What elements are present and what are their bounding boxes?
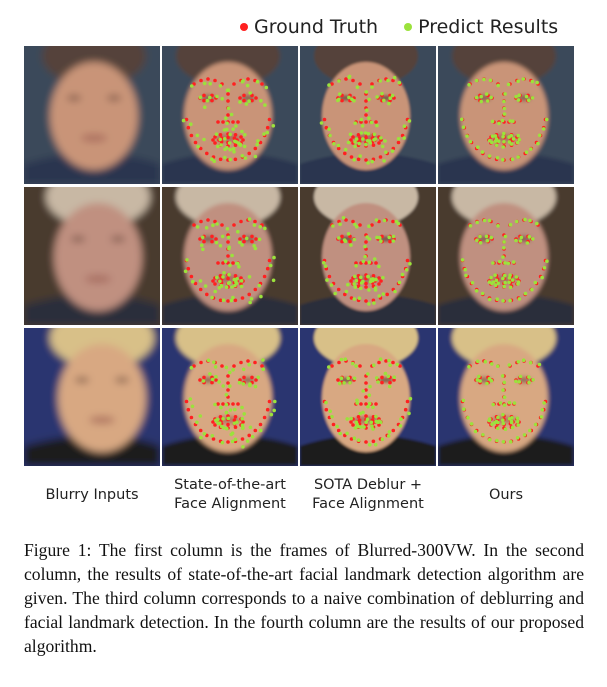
face-thumbnail: [438, 46, 574, 184]
face-photo: [300, 46, 436, 184]
face-photo: [300, 187, 436, 325]
column-label-blurry-inputs: Blurry Inputs: [24, 476, 160, 514]
face-photo: [162, 187, 298, 325]
landmark-overlay: [319, 74, 412, 165]
face-photo: [24, 328, 160, 466]
column-label-line: Face Alignment: [312, 496, 424, 512]
figure-caption: Figure 1: The first column is the frames…: [24, 540, 584, 656]
landmark-overlay: [460, 217, 549, 303]
column-label-line: State-of-the-art: [174, 477, 286, 493]
red-dot-icon: [240, 23, 248, 31]
face-photo: [300, 328, 436, 466]
face-photo: [24, 46, 160, 184]
legend-item-predict-results: Predict Results: [404, 16, 558, 38]
face-photo: [438, 46, 574, 184]
column-label-line: Blurry Inputs: [45, 487, 139, 503]
landmark-overlay: [322, 216, 412, 306]
face-photo: [438, 328, 574, 466]
face-photo: [162, 46, 298, 184]
legend-label: Ground Truth: [254, 16, 379, 38]
face-photo: [24, 187, 160, 325]
column-label-ours: Ours: [438, 476, 574, 514]
face-thumbnail: [438, 187, 574, 325]
legend-item-ground-truth: Ground Truth: [240, 16, 378, 38]
column-label-line: Face Alignment: [174, 496, 286, 512]
face-thumbnail: [438, 328, 574, 466]
legend-label: Predict Results: [418, 16, 559, 38]
landmark-overlay: [183, 217, 276, 305]
face-thumbnail: [300, 187, 436, 325]
landmark-overlay: [460, 358, 548, 444]
column-label-line: SOTA Deblur +: [313, 477, 423, 493]
face-thumbnail: [24, 187, 160, 325]
face-thumbnail: [300, 328, 436, 466]
face-thumbnail: [24, 46, 160, 184]
face-thumbnail: [162, 187, 298, 325]
face-thumbnail: [24, 328, 160, 466]
face-thumbnail: [162, 46, 298, 184]
landmark-overlay: [322, 357, 413, 447]
column-label-line: Ours: [488, 487, 524, 503]
column-label-sota-deblur: SOTA Deblur + Face Alignment: [300, 476, 436, 514]
landmark-overlay: [460, 77, 549, 162]
landmark-overlay: [184, 358, 277, 449]
landmark-overlay: [181, 77, 276, 163]
column-labels: Blurry Inputs State-of-the-art Face Alig…: [24, 476, 574, 514]
column-label-sota-alignment: State-of-the-art Face Alignment: [162, 476, 298, 514]
face-thumbnail: [300, 46, 436, 184]
green-dot-icon: [404, 23, 413, 31]
face-thumbnail: [162, 328, 298, 466]
face-photo: [438, 187, 574, 325]
face-photo: [162, 328, 298, 466]
legend: Ground Truth Predict Results: [240, 16, 558, 38]
face-image-grid: [24, 46, 574, 466]
